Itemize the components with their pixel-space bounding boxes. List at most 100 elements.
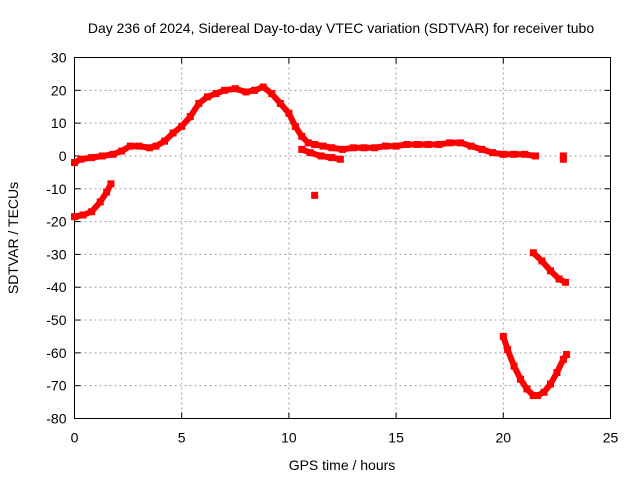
data-point [414, 140, 422, 148]
data-point [489, 149, 497, 157]
data-point [328, 154, 336, 162]
axis-ticks: 0 5 10 15 20 25 -80 -70 -60 -50 -40 -30 -20 -10 0 10 20 3… [46, 50, 618, 446]
data-point [298, 132, 306, 140]
data-point [504, 346, 512, 354]
data-point [304, 139, 312, 147]
data-point [553, 369, 561, 377]
x-tick-label: 20 [496, 430, 512, 446]
data-point [109, 150, 117, 158]
data-point [403, 140, 411, 148]
data-point [531, 152, 539, 160]
data-point [152, 142, 160, 150]
data-point [103, 188, 111, 196]
y-tick-label: -50 [46, 312, 66, 328]
data-point [371, 144, 379, 152]
data-point [221, 86, 229, 94]
y-tick-label: -70 [46, 378, 66, 394]
data-point [71, 213, 78, 221]
data-point [538, 257, 546, 265]
y-tick-label: 20 [51, 82, 67, 98]
data-point [161, 137, 169, 145]
data-point [563, 351, 571, 359]
data-point [328, 144, 336, 152]
data-point [521, 150, 529, 158]
data-point [212, 90, 220, 98]
data-point [456, 139, 464, 147]
data-point [98, 152, 106, 160]
data-point [381, 142, 389, 150]
y-tick-label: 0 [59, 148, 67, 164]
data-point [523, 385, 531, 393]
x-tick-label: 5 [178, 430, 186, 446]
data-point [559, 355, 567, 363]
data-point [291, 122, 299, 130]
grid [74, 57, 611, 419]
data-point [107, 180, 115, 188]
data-point [561, 278, 569, 286]
data-series [71, 83, 571, 400]
data-point [126, 142, 134, 150]
chart-title: Day 236 of 2024, Sidereal Day-to-day VTE… [88, 20, 595, 36]
data-point [336, 155, 344, 163]
data-point [499, 332, 507, 340]
data-point [467, 142, 475, 150]
data-point [317, 152, 325, 160]
y-tick-label: -10 [46, 181, 66, 197]
data-point [259, 83, 267, 91]
data-point [135, 142, 143, 150]
data-point [516, 375, 524, 383]
x-tick-label: 0 [71, 430, 79, 446]
data-point [555, 275, 563, 283]
data-point [118, 147, 126, 155]
data-point [71, 159, 78, 167]
data-point [231, 85, 239, 93]
data-point [186, 113, 194, 121]
series-main-arc [71, 83, 539, 167]
x-tick-label: 25 [603, 430, 619, 446]
series-end-segment [529, 249, 569, 286]
data-point [79, 211, 87, 219]
data-point [339, 145, 346, 153]
series-isolated-1 [311, 191, 319, 199]
data-point [298, 145, 306, 153]
data-point [306, 149, 314, 157]
data-point [242, 88, 250, 96]
data-point [96, 198, 104, 206]
x-tick-label: 15 [388, 430, 404, 446]
data-point [203, 93, 211, 101]
data-point [559, 155, 567, 163]
data-point [529, 249, 537, 257]
y-tick-label: 10 [51, 115, 67, 131]
y-tick-label: -20 [46, 214, 66, 230]
data-point [424, 140, 432, 148]
data-point [77, 155, 85, 163]
data-point [319, 142, 327, 150]
data-point [276, 99, 284, 107]
data-point [534, 392, 542, 400]
data-point [446, 139, 454, 147]
data-point [195, 99, 203, 107]
data-point [360, 144, 368, 152]
y-tick-label: 30 [51, 50, 67, 66]
y-tick-label: -60 [46, 345, 66, 361]
data-point [178, 122, 186, 130]
y-tick-label: -80 [46, 411, 66, 427]
series-dip-segment [298, 145, 344, 163]
data-point [510, 150, 518, 158]
series-v-curve [499, 332, 571, 400]
data-point [540, 388, 548, 396]
y-tick-label: -40 [46, 279, 66, 295]
series-early-segment [71, 180, 115, 221]
data-point [546, 380, 554, 388]
series-isolated-2 [559, 152, 567, 163]
data-point [146, 144, 154, 152]
data-point [285, 109, 293, 117]
data-point [529, 392, 537, 400]
x-tick-label: 10 [281, 430, 297, 446]
data-point [88, 154, 96, 162]
data-point [311, 140, 319, 148]
data-point [478, 145, 486, 153]
y-tick-label: -30 [46, 246, 66, 262]
data-point [435, 140, 443, 148]
data-point [251, 86, 259, 94]
